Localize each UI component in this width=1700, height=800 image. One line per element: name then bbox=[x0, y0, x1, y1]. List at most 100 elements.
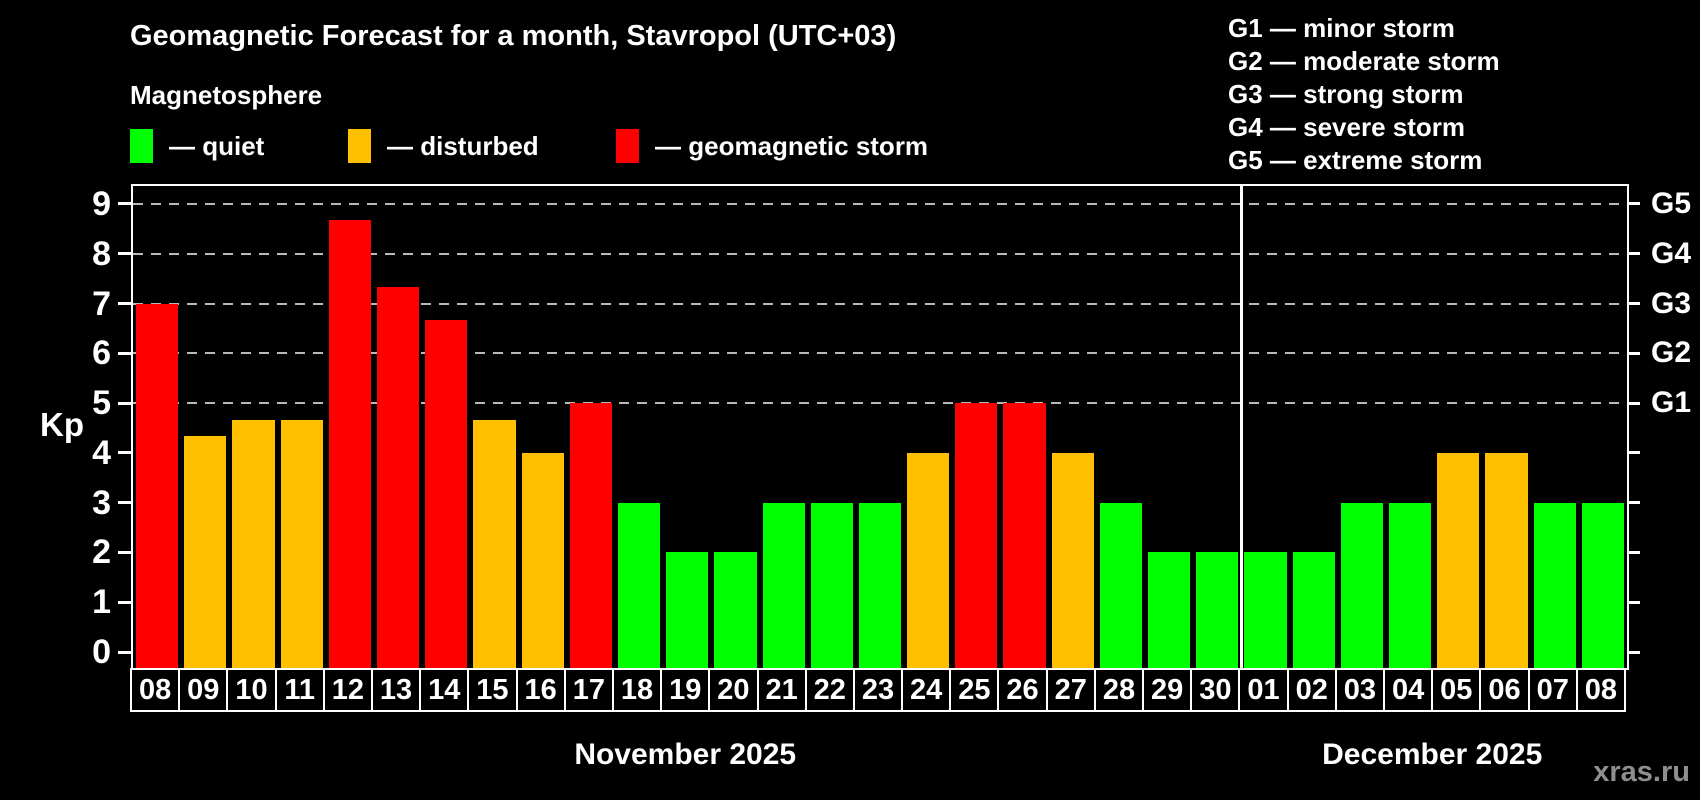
bar bbox=[232, 419, 275, 668]
bar bbox=[521, 452, 564, 668]
y-axis-tick bbox=[118, 252, 131, 256]
date-cell: 13 bbox=[370, 668, 422, 712]
date-cell: 02 bbox=[1286, 668, 1337, 712]
bar bbox=[569, 403, 612, 668]
grid-line bbox=[133, 302, 1627, 305]
y-axis-tick bbox=[118, 501, 131, 505]
bar bbox=[1533, 502, 1576, 668]
month-divider bbox=[1239, 186, 1243, 668]
month-label-december: December 2025 bbox=[1322, 738, 1543, 771]
date-cell: 30 bbox=[1190, 668, 1241, 712]
bar bbox=[810, 502, 853, 668]
date-cell: 01 bbox=[1238, 668, 1289, 712]
bar bbox=[666, 552, 709, 668]
grid-line bbox=[133, 402, 1627, 405]
date-cell: 15 bbox=[467, 668, 518, 712]
bar bbox=[1292, 552, 1335, 668]
g-scale-label: G2 bbox=[1651, 336, 1692, 370]
date-cell: 24 bbox=[901, 668, 952, 712]
bar bbox=[1003, 403, 1046, 668]
x-axis-labels: 08 09 10 11 12 13 14 15 16 17 18 19 20 21 22 23 24 25 26 27… bbox=[130, 668, 1626, 714]
date-cell: 04 bbox=[1383, 668, 1434, 712]
y-tick-label: 4 bbox=[92, 433, 111, 472]
date-cell: 16 bbox=[515, 668, 566, 712]
legend-item: — geomagnetic storm bbox=[616, 128, 928, 164]
legend-swatch-quiet bbox=[130, 129, 153, 163]
bar bbox=[376, 287, 420, 668]
bar bbox=[1196, 552, 1239, 668]
date-cell: 27 bbox=[1045, 668, 1096, 712]
legend-swatch-storm bbox=[616, 129, 639, 163]
y-tick-label: 2 bbox=[92, 533, 111, 572]
right-axis-tick bbox=[1627, 302, 1640, 306]
date-cell: 09 bbox=[178, 668, 229, 712]
bar bbox=[328, 220, 371, 668]
g-scale-label: G5 bbox=[1651, 186, 1692, 220]
plot-area: 0 1 2 3 4 5 6 7 8 9 G1 G2 G3 G4 G5 bbox=[92, 184, 1691, 670]
date-cell: 20 bbox=[708, 668, 759, 712]
bar bbox=[280, 419, 323, 668]
y-tick-label: 0 bbox=[92, 633, 111, 671]
grid-line bbox=[133, 202, 1627, 205]
legend-label: — quiet bbox=[169, 130, 265, 161]
date-cell: 08 bbox=[1575, 668, 1626, 712]
y-axis-tick bbox=[118, 650, 131, 654]
y-tick-label: 6 bbox=[92, 334, 111, 373]
y-axis-tick bbox=[118, 600, 131, 604]
bar bbox=[1581, 502, 1624, 668]
date-cell: 06 bbox=[1479, 668, 1530, 712]
date-cell: 08 bbox=[130, 668, 181, 712]
bar bbox=[1340, 502, 1384, 668]
y-axis-title: Kp bbox=[40, 406, 84, 443]
g-legend-line: G5 — extreme storm bbox=[1228, 145, 1483, 175]
legend-swatch-disturbed bbox=[348, 129, 371, 163]
date-cell: 10 bbox=[226, 668, 277, 712]
y-axis-tick bbox=[118, 202, 131, 206]
date-cell: 14 bbox=[419, 668, 470, 712]
date-cell: 07 bbox=[1527, 668, 1578, 712]
y-tick-label: 8 bbox=[92, 234, 111, 273]
date-cell: 26 bbox=[997, 668, 1048, 712]
bar bbox=[184, 436, 227, 668]
y-axis-tick bbox=[118, 401, 131, 405]
legend-item: — disturbed bbox=[348, 128, 539, 164]
right-axis-tick bbox=[1627, 202, 1640, 206]
storm-scale-legend: G1 — minor storm G2 — moderate storm G3 — … bbox=[1228, 12, 1500, 177]
y-axis-tick bbox=[118, 550, 131, 554]
date-cell: 12 bbox=[322, 668, 373, 712]
date-cell: 22 bbox=[804, 668, 855, 712]
legend-label: — disturbed bbox=[387, 130, 539, 161]
right-axis-tick bbox=[1627, 501, 1640, 505]
chart-subtitle: Magnetosphere bbox=[130, 80, 323, 110]
bar bbox=[617, 502, 661, 668]
right-axis-tick bbox=[1627, 351, 1640, 355]
bar bbox=[425, 319, 468, 668]
bar bbox=[762, 502, 805, 668]
legend-item: — quiet bbox=[130, 128, 264, 164]
right-axis-tick bbox=[1627, 550, 1640, 554]
watermark: xras.ru bbox=[1593, 756, 1690, 788]
date-cell: 05 bbox=[1431, 668, 1482, 712]
g-legend-line: G1 — minor storm bbox=[1228, 13, 1455, 43]
g-legend-line: G3 — strong storm bbox=[1228, 79, 1464, 109]
right-axis-tick bbox=[1627, 252, 1640, 256]
bar bbox=[136, 303, 179, 668]
bar bbox=[955, 403, 998, 668]
bar bbox=[1099, 502, 1143, 668]
y-tick-label: 9 bbox=[92, 184, 111, 223]
bar bbox=[1148, 552, 1191, 668]
right-axis-tick bbox=[1627, 650, 1640, 654]
bar bbox=[1437, 452, 1480, 668]
y-axis-tick bbox=[118, 302, 131, 306]
y-tick-label: 7 bbox=[92, 284, 111, 323]
y-axis-tick bbox=[118, 351, 131, 355]
legend-label: — geomagnetic storm bbox=[655, 130, 929, 161]
g-scale-label: G1 bbox=[1651, 386, 1692, 420]
date-cell: 28 bbox=[1093, 668, 1145, 712]
chart-title: Geomagnetic Forecast for a month, Stavro… bbox=[130, 20, 897, 52]
g-scale-label: G3 bbox=[1651, 286, 1692, 320]
y-tick-label: 1 bbox=[92, 583, 111, 622]
bar bbox=[1389, 502, 1432, 668]
grid-line bbox=[133, 252, 1627, 255]
bar bbox=[714, 552, 757, 668]
